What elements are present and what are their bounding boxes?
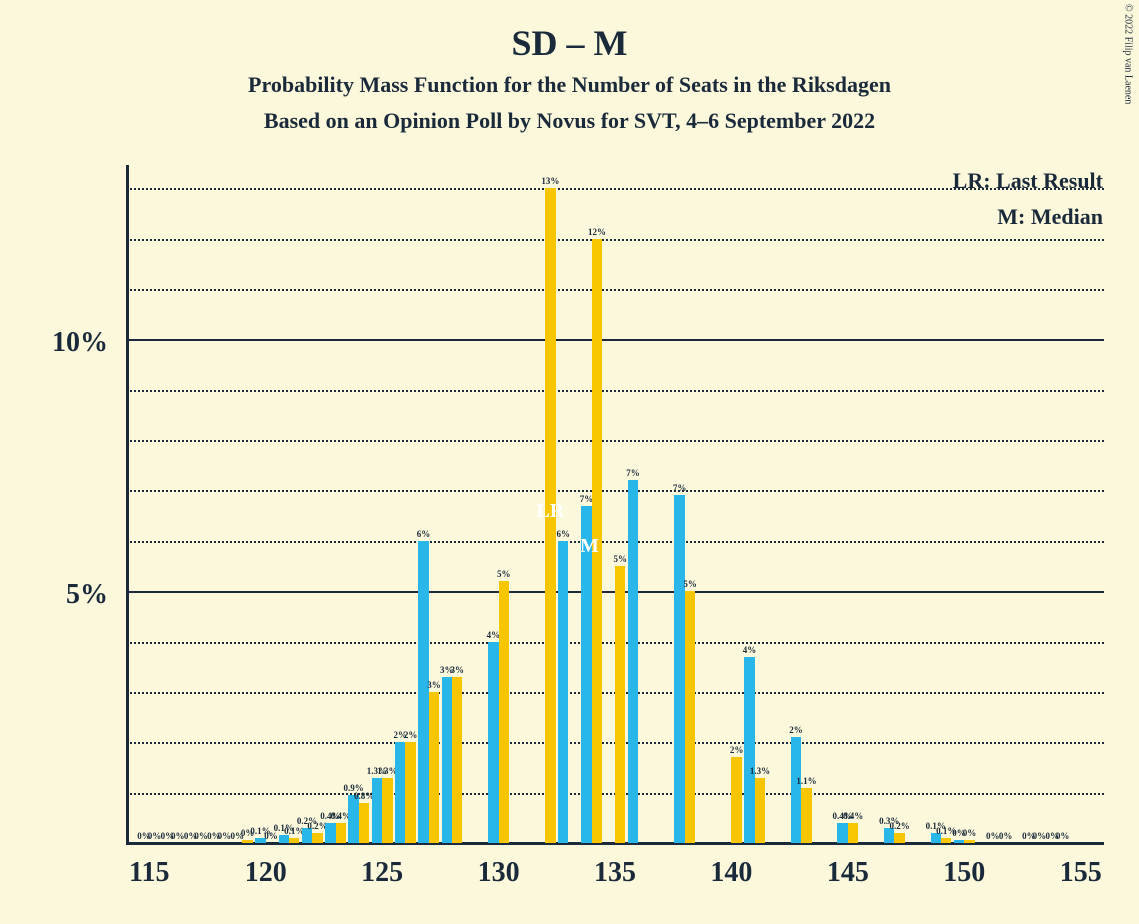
bar-label-yellow: 0% [171,831,185,841]
bar-yellow [289,838,299,843]
bar-label-yellow: 5% [613,554,627,564]
bar-yellow [941,838,951,843]
grid-minor [126,188,1104,190]
bar-label-blue: 7% [626,468,640,478]
chart-plot-area: 5%10%1151201251301351401451501550%0%0%0%… [126,165,1104,845]
x-axis-label: 115 [129,857,169,889]
bar-blue [325,823,335,843]
bar-yellow [731,757,741,843]
bar-label-yellow: 0.4% [843,811,863,821]
bar-label-yellow: 3% [427,680,441,690]
bar-label-yellow: 3% [450,665,464,675]
x-axis-label: 125 [361,857,403,889]
bar-label-yellow: 0% [218,831,232,841]
x-axis-label: 120 [245,857,287,889]
bar-blue [791,737,801,843]
bar-blue [442,677,452,843]
bar-yellow [755,778,765,843]
grid-minor [126,239,1104,241]
bar-label-yellow: 13% [541,176,559,186]
bar-label-blue: 7% [673,483,687,493]
bar-blue [488,642,498,843]
chart-subtitle-1: Probability Mass Function for the Number… [0,72,1139,98]
bar-blue [418,541,428,843]
bar-label-yellow: 0% [986,831,1000,841]
grid-major [126,339,1104,341]
bar-blue [628,480,638,843]
bar-label-yellow: 2% [730,745,744,755]
bar-yellow [452,677,462,843]
bar-label-yellow: 12% [588,227,606,237]
bar-yellow [801,788,811,843]
marker-median: M [580,535,599,558]
bar-blue [279,835,289,843]
bar-label-yellow: 5% [683,579,697,589]
chart-title: SD – M [0,22,1139,64]
bar-label-blue: 4% [743,645,757,655]
bar-label-blue: 2% [789,725,803,735]
bar-yellow [964,840,974,843]
bar-yellow [242,840,252,843]
grid-minor [126,490,1104,492]
x-axis-label: 145 [827,857,869,889]
bar-label-yellow: 5% [497,569,511,579]
bar-blue [954,840,964,843]
bar-label-yellow: 0% [1033,831,1047,841]
bar-yellow [405,742,415,843]
bar-label-blue: 6% [556,529,570,539]
bar-label-yellow: 2% [404,730,418,740]
grid-minor [126,440,1104,442]
bar-yellow [685,591,695,843]
x-axis-label: 140 [710,857,752,889]
x-axis-label: 130 [478,857,520,889]
copyright-text: © 2022 Filip van Laenen [1122,4,1133,104]
bar-label-yellow: 1.3% [750,766,770,776]
x-axis-label: 135 [594,857,636,889]
bar-blue [348,795,358,843]
bar-yellow [848,823,858,843]
bar-blue [674,495,684,843]
chart-container: SD – M Probability Mass Function for the… [0,0,1139,924]
x-axis-label: 150 [943,857,985,889]
x-axis-label: 155 [1060,857,1102,889]
y-axis-label: 10% [52,327,108,359]
bar-label-blue: 6% [417,529,431,539]
grid-minor [126,390,1104,392]
bar-yellow [382,778,392,843]
grid-minor [126,289,1104,291]
y-axis-label: 5% [66,579,108,611]
bar-yellow [894,833,904,843]
bar-yellow [499,581,509,843]
bar-label-yellow: 0% [1056,831,1070,841]
bar-blue [558,541,568,843]
chart-subtitle-2: Based on an Opinion Poll by Novus for SV… [0,108,1139,134]
bar-label-yellow: 0% [963,828,977,838]
bar-yellow [615,566,625,843]
bar-label-yellow: 0.2% [890,821,910,831]
bar-label-yellow: 1.1% [796,776,816,786]
bar-blue [395,742,405,843]
grid-minor [126,541,1104,543]
bar-label-yellow: 0% [194,831,208,841]
bar-blue [744,657,754,843]
bar-blue [837,823,847,843]
bar-yellow [429,692,439,843]
marker-last-result: LR [536,500,564,523]
bar-blue [372,778,382,843]
bar-yellow [359,803,369,843]
bar-yellow [312,833,322,843]
bar-yellow [336,823,346,843]
bar-label-blue: 0% [999,831,1013,841]
bar-label-yellow: 0% [148,831,162,841]
